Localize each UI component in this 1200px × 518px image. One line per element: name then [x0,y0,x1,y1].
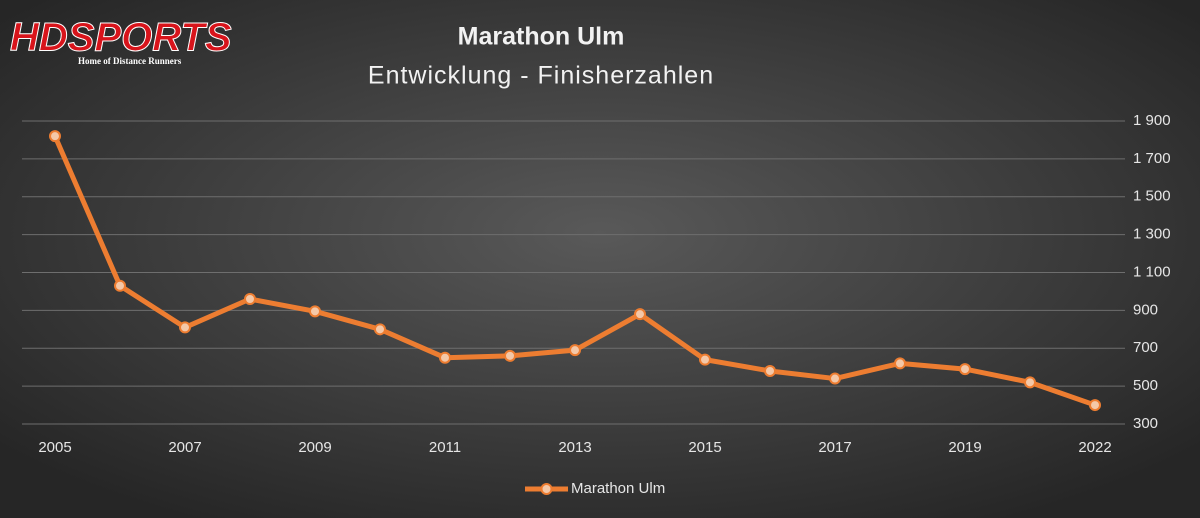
x-tick-label: 2011 [429,439,461,456]
x-tick-label: 2017 [818,439,851,456]
y-tick-label: 1 300 [1133,226,1171,243]
data-point [179,321,191,334]
y-tick-label: 1 700 [1133,150,1171,167]
data-point [439,351,451,364]
legend-label: Marathon Ulm [571,480,665,497]
data-point [569,344,581,357]
data-point [634,308,646,321]
y-tick-label: 1 900 [1133,112,1171,129]
data-point [244,293,256,306]
chart-subtitle: Entwicklung - Finisherzahlen [368,62,714,90]
x-tick-label: 2019 [948,439,981,456]
data-point [764,364,776,377]
y-tick-label: 700 [1133,339,1158,356]
x-tick-label: 2015 [688,439,721,456]
logo-brand: HDSPORTS [10,16,232,60]
data-point [894,357,906,370]
chart-title: Marathon Ulm [458,23,625,51]
data-point [829,372,841,385]
data-point [959,363,971,376]
data-point [504,349,516,362]
data-point [309,305,321,318]
x-tick-label: 2009 [298,439,331,456]
y-tick-label: 300 [1133,415,1158,432]
x-tick-label: 2007 [168,439,201,456]
data-point [1089,399,1101,412]
x-tick-label: 2013 [558,439,591,456]
data-point [1024,376,1036,389]
legend-marker [540,483,553,495]
x-tick-label: 2005 [38,439,71,456]
y-tick-label: 500 [1133,377,1158,394]
data-point [699,353,711,366]
y-tick-label: 1 100 [1133,263,1171,280]
data-point [49,130,61,143]
x-tick-label: 2022 [1078,439,1111,456]
y-tick-label: 900 [1133,301,1158,318]
y-tick-label: 1 500 [1133,188,1171,205]
data-point [114,279,126,292]
logo-tagline: Home of Distance Runners [78,56,182,66]
data-point [374,323,386,336]
